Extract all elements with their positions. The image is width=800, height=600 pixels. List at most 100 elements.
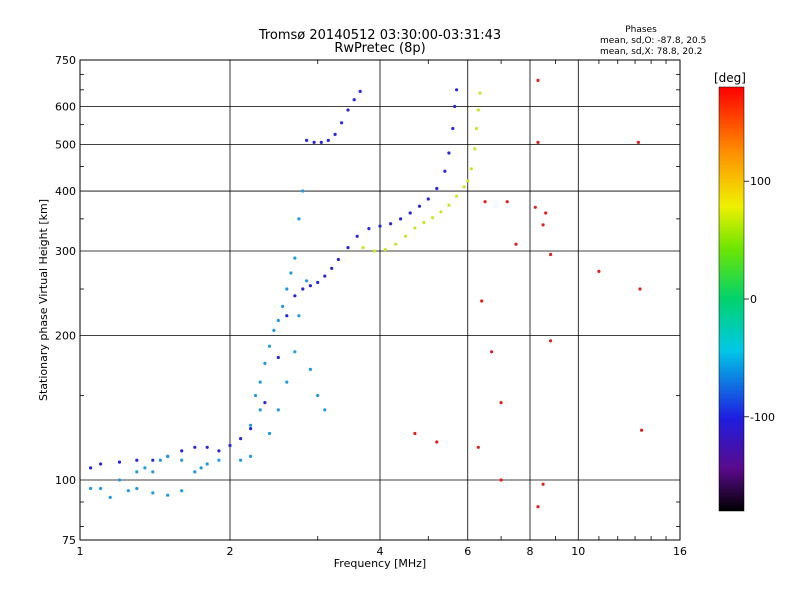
data-point	[249, 427, 253, 431]
data-point	[217, 458, 221, 462]
data-point	[193, 445, 197, 449]
data-point	[499, 401, 503, 405]
data-point	[483, 200, 487, 204]
data-point	[340, 121, 344, 125]
data-point	[285, 314, 289, 318]
data-point	[180, 458, 184, 462]
x-tick-label: 4	[377, 545, 384, 558]
y-tick-label: 100	[55, 474, 76, 487]
data-point	[413, 431, 417, 436]
data-point	[541, 223, 545, 227]
data-point	[462, 185, 466, 189]
data-point	[473, 147, 477, 151]
data-point	[422, 220, 426, 225]
data-point	[316, 280, 320, 285]
phase-box-o-line: mean, sd,O: -87.8, 20.5	[600, 36, 706, 46]
data-point	[308, 367, 312, 371]
data-point	[293, 350, 297, 354]
data-point	[285, 380, 289, 384]
data-point	[301, 287, 305, 291]
x-tick-label: 2	[227, 545, 234, 558]
data-point	[158, 458, 162, 462]
data-point	[536, 505, 540, 509]
data-point	[276, 318, 280, 323]
data-point	[352, 98, 356, 102]
data-point	[389, 222, 393, 226]
data-point	[263, 361, 267, 365]
data-point	[305, 138, 309, 142]
data-point	[417, 204, 422, 208]
data-point	[447, 151, 451, 155]
data-point	[258, 380, 262, 384]
data-point	[336, 257, 340, 262]
data-point	[480, 299, 484, 303]
data-point	[263, 401, 267, 405]
y-tick-label: 200	[55, 330, 76, 343]
data-point	[499, 478, 503, 482]
data-point	[455, 194, 459, 198]
series-upper-f-trace	[305, 89, 362, 144]
data-point	[267, 431, 272, 436]
data-point	[217, 449, 221, 453]
data-point	[99, 462, 103, 466]
x-axis-label: Frequency [MHz]	[334, 557, 426, 570]
x-tick-label: 6	[464, 545, 471, 558]
data-point	[135, 470, 139, 474]
y-tick-label: 400	[55, 185, 76, 198]
phase-box-x-line: mean, sd,X: 78.8, 20.2	[600, 47, 702, 57]
data-point	[451, 126, 455, 131]
data-point	[166, 454, 170, 458]
data-point	[505, 200, 509, 204]
data-point	[447, 203, 451, 207]
data-point	[323, 274, 327, 278]
data-point	[367, 227, 371, 231]
data-point	[490, 350, 494, 354]
data-point	[253, 393, 258, 398]
data-point	[281, 304, 285, 308]
data-point	[466, 179, 470, 183]
data-point	[326, 138, 330, 142]
x-tick-label: 10	[571, 545, 585, 558]
data-point	[297, 314, 301, 318]
data-points	[89, 78, 644, 509]
data-point	[541, 482, 545, 486]
data-point	[285, 287, 289, 291]
data-point	[549, 252, 553, 257]
y-tick-label: 300	[55, 245, 76, 258]
data-point	[383, 248, 387, 252]
data-point	[378, 224, 382, 228]
data-point	[394, 242, 398, 246]
data-point	[358, 89, 362, 93]
data-point	[319, 140, 323, 144]
y-tick-label: 750	[55, 54, 76, 67]
data-point	[426, 197, 430, 201]
data-point	[99, 486, 103, 491]
data-point	[372, 249, 377, 253]
chart-subtitle: RwPretec (8p)	[334, 41, 425, 56]
data-point	[476, 445, 480, 449]
data-point	[267, 344, 272, 348]
series-sparse-outliers	[413, 78, 644, 509]
data-point	[117, 478, 122, 482]
data-point	[249, 423, 253, 427]
data-point	[638, 287, 642, 291]
data-point	[249, 454, 253, 458]
data-point	[166, 493, 170, 497]
data-point	[205, 445, 209, 449]
data-point	[443, 169, 447, 173]
data-point	[143, 466, 147, 470]
data-point	[469, 167, 473, 171]
x-tick-label: 8	[527, 545, 534, 558]
data-point	[308, 284, 312, 288]
data-point	[293, 294, 297, 298]
plot-frame	[79, 59, 681, 541]
data-point	[640, 428, 644, 432]
series-scatter-echoes	[89, 189, 327, 499]
data-point	[293, 256, 297, 260]
data-point	[126, 489, 130, 493]
data-point	[193, 470, 197, 474]
x-tick-label: 16	[673, 545, 687, 558]
data-point	[408, 211, 412, 215]
